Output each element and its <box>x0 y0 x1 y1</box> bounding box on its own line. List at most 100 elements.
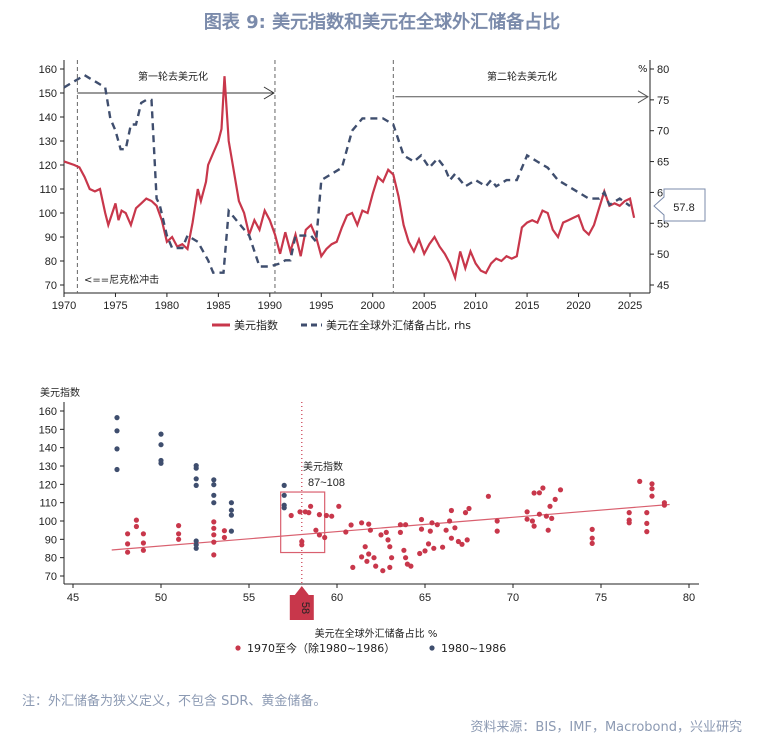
source-note: 资料来源：BIS，IMF，Macrobond，兴业研究 <box>470 720 742 735</box>
scatter-point-red <box>462 509 469 516</box>
scatter-point-red <box>418 516 425 523</box>
scatter-point-navy <box>193 482 199 488</box>
scatter-point-navy <box>281 482 287 488</box>
marker-tag-label: 58 <box>299 602 311 614</box>
scatter-point-red <box>211 552 217 558</box>
scatter-point-navy <box>228 528 234 534</box>
y-tick-label: 80 <box>45 553 57 565</box>
scatter-point-red <box>649 493 655 499</box>
scatter-point-red <box>380 568 386 574</box>
trend-line <box>111 503 670 551</box>
scatter-point-red <box>350 564 356 571</box>
scatter-point-red <box>133 517 139 523</box>
scatter-point-red <box>323 512 329 519</box>
scatter-point-red <box>464 537 470 543</box>
left-tick-label: 90 <box>45 232 57 244</box>
scatter-point-red <box>494 528 500 534</box>
scatter-point-red <box>329 513 335 519</box>
scatter-point-red <box>524 509 530 515</box>
x-tick-label: 75 <box>595 592 607 604</box>
scatter-point-red <box>397 522 403 528</box>
right-tick-label: 65 <box>657 157 669 169</box>
scatter-point-red <box>644 509 650 516</box>
line-chart: 1601501401301201101009080708075706560555… <box>39 60 706 332</box>
x-axis-title: 美元在全球外汇储备占比 % <box>315 627 438 640</box>
marker-tag <box>289 586 314 620</box>
scatter-point-red <box>459 541 465 547</box>
arrow-head-icon <box>637 90 649 104</box>
left-tick-label: 140 <box>39 112 57 124</box>
scatter-point-red <box>125 531 131 537</box>
scatter-point-red <box>644 529 650 535</box>
phase1-label: 第一轮去美元化 <box>138 70 208 83</box>
scatter-point-red <box>589 540 595 547</box>
scatter-point-navy <box>228 500 234 506</box>
highlight-label: 美元指数 <box>303 460 343 473</box>
y-tick-label: 90 <box>45 534 57 546</box>
scatter-point-red <box>661 502 668 508</box>
highlight-range-label: 87~108 <box>308 477 345 489</box>
right-tick-label: 70 <box>657 126 669 138</box>
scatter-point-red <box>140 540 146 546</box>
y-axis-title: 美元指数 <box>40 386 80 399</box>
highlight-box <box>280 491 326 554</box>
scatter-point-red <box>387 544 393 550</box>
scatter-point-red <box>589 526 595 533</box>
scatter-point-red <box>211 532 217 538</box>
x-tick-label: 2000 <box>360 300 384 312</box>
legend-label-red: 1970至今（除1980~1986） <box>247 641 395 655</box>
scatter-point-red <box>408 563 414 569</box>
scatter-point-red <box>389 555 395 561</box>
scatter-point-red <box>176 536 182 542</box>
scatter-point-red <box>364 558 370 564</box>
scatter-point-red <box>552 496 558 502</box>
left-tick-label: 80 <box>45 256 57 268</box>
scatter-point-red <box>359 554 365 560</box>
scatter-point-navy <box>114 428 120 434</box>
x-tick-label: 60 <box>331 592 343 604</box>
scatter-point-red <box>308 503 314 509</box>
scatter-point-red <box>448 535 454 541</box>
scatter-point-red <box>417 550 423 557</box>
scatter-point-red <box>455 538 461 545</box>
left-tick-label: 110 <box>39 184 57 196</box>
scatter-point-navy <box>158 460 164 466</box>
scatter-point-red <box>589 535 595 541</box>
scatter-point-navy <box>211 482 217 488</box>
scatter-chart: 160 150 140 130 120 110 100 90 80 70 45 50 55 60 65 70 7… <box>39 386 699 655</box>
scatter-point-navy <box>193 465 199 471</box>
scatter-point-navy <box>193 545 199 551</box>
scatter-point-red <box>176 523 182 529</box>
scatter-point-red <box>524 516 530 522</box>
footnote: 注：外汇储备为狭义定义，不包含 SDR、黄金储备。 <box>22 694 327 709</box>
scatter-point-red <box>427 528 433 534</box>
x-tick-label: 1985 <box>206 300 230 312</box>
y-tick-label: 70 <box>45 571 57 583</box>
scatter-point-red <box>176 531 182 537</box>
scatter-point-red <box>649 486 655 492</box>
x-tick-label: 1990 <box>258 300 282 312</box>
scatter-point-red <box>367 527 373 533</box>
x-tick-label: 45 <box>67 592 79 604</box>
scatter-point-navy <box>281 505 287 511</box>
scatter-point-red <box>336 503 342 509</box>
left-tick-label: 150 <box>39 88 57 100</box>
x-tick-label: 1975 <box>103 300 127 312</box>
scatter-point-red <box>549 515 555 522</box>
legend-label-navy: 1980~1986 <box>441 642 506 655</box>
scatter-point-red <box>422 548 428 554</box>
y-tick-label: 100 <box>39 516 57 528</box>
scatter-point-red <box>540 485 546 491</box>
scatter-point-red <box>452 525 458 531</box>
x-tick-label: 55 <box>243 592 255 604</box>
scatter-point-red <box>529 518 536 524</box>
scatter-point-red <box>133 523 139 530</box>
legend-swatch-navy <box>429 645 435 651</box>
x-tick-label: 2020 <box>566 300 590 312</box>
usd-share-series-line <box>63 73 631 274</box>
value-callout <box>653 188 706 222</box>
scatter-point-navy <box>281 492 287 498</box>
left-tick-label: 130 <box>39 136 57 148</box>
scatter-point-red <box>644 520 650 527</box>
